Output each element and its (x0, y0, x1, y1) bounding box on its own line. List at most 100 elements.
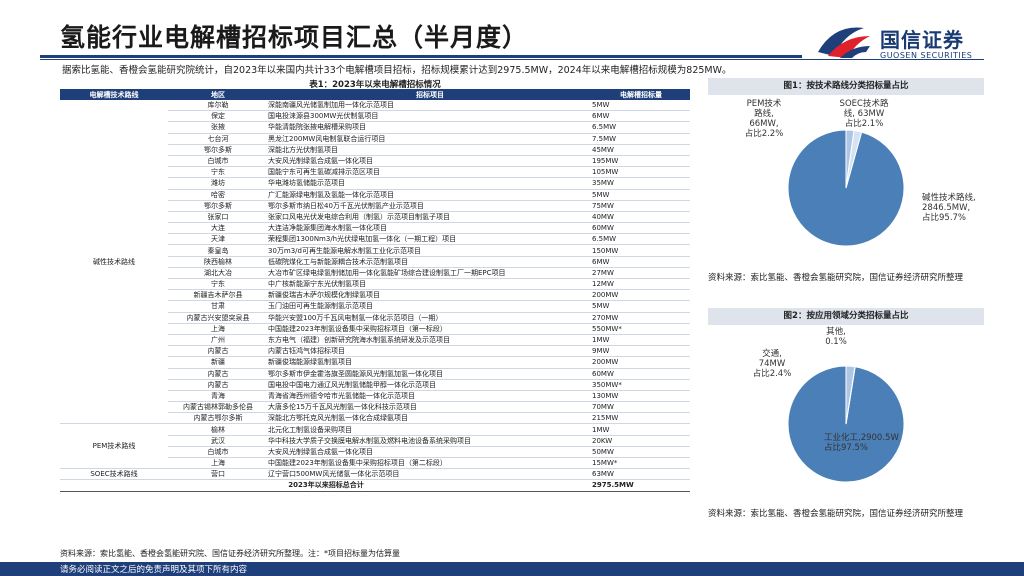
table-body: 碱性技术路线 库尔勒 深能南疆风光储氢制加用一体化示范项目 5MW 保定 国电投涞源县30… (60, 100, 690, 481)
table-total-row: 2023年以来招标总合计 2975.5MW (60, 479, 690, 492)
project-cell: 张家口风电光伏发电综合利用（制氢）示范项目制氢子项目 (268, 211, 592, 224)
region-cell: 新疆吉木萨尔县 (168, 289, 268, 302)
guosen-logo-icon (818, 27, 870, 58)
region-cell: 武汉 (168, 435, 268, 447)
table-row: 鄂尔多斯 深能北方光伏制氢项目 45MW (60, 144, 690, 156)
region-cell: 宁东 (168, 278, 268, 291)
scale-cell: 7.5MW (592, 133, 690, 145)
table-row: 张掖 华能清能院张掖电解槽采购项目 6.5MW (60, 121, 690, 134)
project-cell: 新疆俊瑞能源绿氢制氢项目 (268, 356, 592, 369)
region-cell: 白城市 (168, 155, 268, 168)
project-cell: 广汇能源绿电制氢及氢能一体化示范项目 (268, 189, 592, 201)
scale-cell: 1MW (592, 423, 690, 436)
region-cell: 天津 (168, 233, 268, 246)
scale-cell: 35MW (592, 177, 690, 190)
scale-cell: 200MW (592, 356, 690, 369)
scale-cell: 12MW (592, 278, 690, 291)
scale-cell: 200MW (592, 289, 690, 302)
pie-label-line: 占比95.7% (922, 212, 966, 223)
scale-cell: 70MW (592, 401, 690, 414)
project-cell: 国电投涞源县300MW光伏制氢项目 (268, 110, 592, 123)
project-cell: 华电潍坊氢储能示范项目 (268, 177, 592, 190)
region-cell: 内蒙古锡林郭勒多伦县 (168, 401, 268, 414)
region-cell: 内蒙古 (168, 379, 268, 391)
region-cell: 上海 (168, 323, 268, 335)
region-cell: 宁东 (168, 166, 268, 179)
scale-cell: 9MW (592, 345, 690, 358)
pie-label-line: 74MW (759, 359, 786, 369)
table-row: 陕西榆林 低碳院煤化工与新能源耦合技术示范制氢项目 6MW (60, 256, 690, 268)
table-row: 上海 中国能建2023年制氢设备集中采购招标项目（第二标段） 15MW* (60, 457, 690, 470)
scale-cell: 45MW (592, 144, 690, 156)
project-cell: 内蒙古钰鸿气体招标项目 (268, 345, 592, 358)
intro-text: 据索比氢能、香橙会氢能研究院统计，自2023年以来国内共计33个电解槽项目招标，… (62, 65, 732, 76)
pie-label-0: 工业化工,2900.5W 占比97.5% (824, 432, 899, 453)
region-cell: 内蒙古鄂尔多斯 (168, 412, 268, 425)
chart2-title: 图2：按应用领域分类招标量占比 (708, 308, 984, 325)
table-row: 潍坊 华电潍坊氢储能示范项目 35MW (60, 177, 690, 190)
project-cell: 东方电气（福建）创新研究院海水制氢系统研发及示范项目 (268, 334, 592, 347)
region-cell: 库尔勒 (168, 100, 268, 112)
table-row: 内蒙古 国电投中国电力通辽风光制氢储能甲醇一体化示范项目 350MW* (60, 379, 690, 391)
region-cell: 大连 (168, 222, 268, 235)
scale-cell: 150MW (592, 244, 690, 257)
logo-text-en: GUOSEN SECURITIES (880, 51, 973, 60)
scale-cell: 215MW (592, 412, 690, 425)
project-cell: 华能兴安盟100万千瓦风电制氢一体化示范项目（一期） (268, 312, 592, 324)
project-cell: 华能清能院张掖电解槽采购项目 (268, 121, 592, 134)
project-cell: 国能宁东可再生氢碳减排示范区项目 (268, 166, 592, 179)
table-row: 鄂尔多斯 鄂尔多斯市纳日松40万千瓦光伏制氢产业示范项目 75MW (60, 200, 690, 212)
table-header-row: 电解槽技术路线 地区 招标项目 电解槽招标量 (60, 89, 690, 100)
table-row: 内蒙古 鄂尔多斯市伊金霍洛旗圣圆能源风光制氢加氢一体化项目 60MW (60, 368, 690, 380)
table-row: 保定 国电投涞源县300MW光伏制氢项目 6MW (60, 110, 690, 123)
region-cell: 营口 (168, 468, 268, 481)
table-note: 资料来源：索比氢能、香橙会氢能研究院、国信证券经济研究所整理。注：*项目招标量为… (60, 549, 400, 558)
region-cell: 白城市 (168, 446, 268, 459)
region-cell: 张家口 (168, 211, 268, 224)
scale-cell: 75MW (592, 200, 690, 212)
title-rule-thin (40, 59, 984, 60)
chart1-title: 图1：按技术路线分类招标量占比 (708, 78, 984, 95)
project-cell: 北元化工制氢设备采购项目 (268, 423, 592, 436)
pie-label-line: 占比2.4% (753, 368, 792, 379)
scale-cell: 60MW (592, 222, 690, 235)
table-row: 七台河 黑龙江200MW风电制氢联合运行项目 7.5MW (60, 133, 690, 145)
project-cell: 黑龙江200MW风电制氢联合运行项目 (268, 133, 592, 145)
project-cell: 大连洁净能源集团海水制氢一体化项目 (268, 222, 592, 235)
header-scale: 电解槽招标量 (592, 89, 690, 100)
region-cell: 上海 (168, 457, 268, 470)
pie-label-1: PEM技术路线, 66MW,占比2.2% (745, 98, 784, 139)
route-cell: PEM技术路线 (60, 423, 168, 470)
scale-cell: 5MW (592, 300, 690, 313)
tech-route-pie-chart: 碱性技术路线, 2846.5MW,占比95.7% PEM技术路线, 66MW,占比2.… (745, 98, 976, 247)
scale-cell: 350MW* (592, 379, 690, 391)
total-value: 2975.5MW (592, 479, 690, 492)
pie-label-line: 2846.5MW, (922, 203, 970, 213)
project-cell: 大冶市矿区绿电绿氢制储加用一体化氢能矿场综合建设制氢工厂一期EPC项目 (268, 267, 592, 280)
scale-cell: 195MW (592, 155, 690, 168)
pie-label-2: 其他, 0.1% (825, 326, 847, 347)
pie-label-line: 0.1% (825, 337, 847, 347)
scale-cell: 6MW (592, 256, 690, 268)
project-cell: 荣程集团1300Nm3/h光伏绿电加氢一体化（一期工程）项目 (268, 233, 592, 246)
pie-label-line: SOEC技术路 (840, 98, 889, 109)
table-row: 内蒙古锡林郭勒多伦县 大唐多伦15万千瓦风光制氢一体化科技示范项目 70MW (60, 401, 690, 414)
footer-bar: 请务必阅读正文之后的免责声明及其项下所有内容 (0, 562, 1024, 576)
table-row: 天津 荣程集团1300Nm3/h光伏绿电加氢一体化（一期工程）项目 6.5MW (60, 233, 690, 246)
region-cell: 内蒙古 (168, 368, 268, 380)
scale-cell: 270MW (592, 312, 690, 324)
route-cell: 碱性技术路线 (60, 100, 168, 425)
scale-cell: 5MW (592, 100, 690, 112)
table-row: 内蒙古鄂尔多斯 深能北方鄂托克风光制氢一体化合成绿氨项目 215MW (60, 412, 690, 425)
pie-label-0: 碱性技术路线, 2846.5MW,占比95.7% (922, 192, 976, 223)
scale-cell: 15MW* (592, 457, 690, 470)
pie-label-line: 路线, (754, 108, 774, 119)
scale-cell: 6.5MW (592, 233, 690, 246)
table-row: 碱性技术路线 库尔勒 深能南疆风光储氢制加用一体化示范项目 5MW (60, 100, 690, 425)
tender-table: 电解槽技术路线 地区 招标项目 电解槽招标量 碱性技术路线 库尔勒 深能南疆风光储氢… (60, 89, 690, 492)
table-row: 新疆 新疆俊瑞能源绿氢制氢项目 200MW (60, 356, 690, 369)
pie-label-line: 碱性技术路线, (922, 192, 976, 203)
region-cell: 新疆 (168, 356, 268, 369)
scale-cell: 40MW (592, 211, 690, 224)
scale-cell: 50MW (592, 446, 690, 459)
